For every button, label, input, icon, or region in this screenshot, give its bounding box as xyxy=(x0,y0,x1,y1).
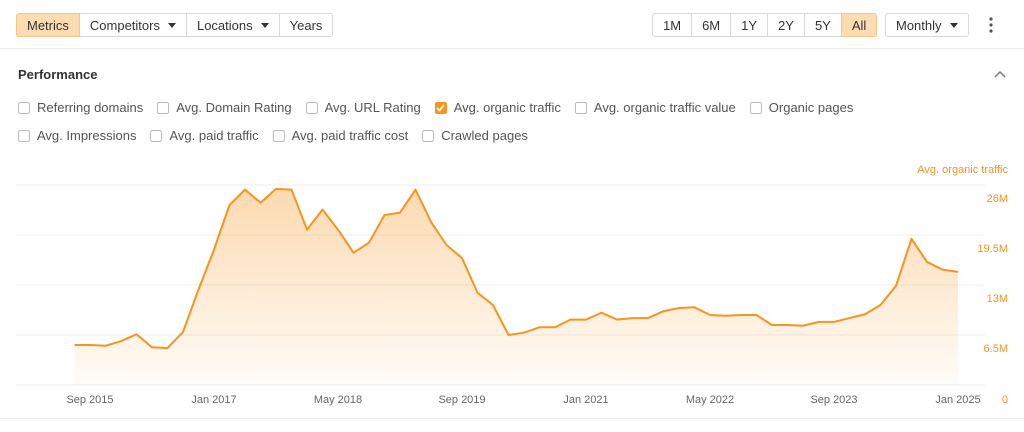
range-button[interactable]: 2Y xyxy=(767,13,805,37)
x-tick-label: Sep 2023 xyxy=(810,394,857,406)
checkbox xyxy=(18,101,30,114)
x-tick-label: Jan 2025 xyxy=(935,394,980,406)
metric-label: Avg. Impressions xyxy=(37,128,137,143)
line xyxy=(74,187,959,350)
metric-checkbox[interactable]: Referring domains xyxy=(18,100,143,115)
y-tick-label: 19.5M xyxy=(977,243,1008,255)
caret xyxy=(260,22,269,28)
metric-checkbox[interactable]: Organic pages xyxy=(749,100,854,115)
tab[interactable]: Years xyxy=(278,13,334,37)
x-tick-label: Jan 2017 xyxy=(191,394,236,406)
check-mark xyxy=(436,103,445,112)
more-menu[interactable] xyxy=(986,16,996,34)
checkbox xyxy=(422,129,435,142)
metric-checkbox[interactable]: Avg. organic traffic value xyxy=(574,100,736,115)
checkbox xyxy=(272,129,285,142)
metric-row: Avg. Impressions Avg. paid traffic Avg. pa… xyxy=(18,128,528,143)
x-tick-label: Sep 2019 xyxy=(438,394,485,406)
tab-label: Years xyxy=(289,17,323,33)
metric-label: Avg. paid traffic xyxy=(169,128,259,143)
checkbox xyxy=(574,101,587,114)
checkbox xyxy=(305,101,318,114)
metric-checkbox[interactable]: Avg. paid traffic cost xyxy=(272,128,409,143)
metric-checkbox[interactable]: Avg. URL Rating xyxy=(305,100,421,115)
chart: Avg. organic traffic 0 6.5M 13M 19.5M 26M Sep… xyxy=(16,164,1008,406)
area xyxy=(74,188,958,385)
y-tick-label: 26M xyxy=(987,193,1008,205)
checkbox xyxy=(157,101,170,114)
tab-label: Competitors xyxy=(89,17,160,33)
caret xyxy=(949,22,958,28)
y-tick-label: 13M xyxy=(987,293,1008,305)
interval-group: Monthly xyxy=(885,13,969,37)
checkbox xyxy=(150,129,163,142)
metric-label: Avg. Domain Rating xyxy=(176,100,292,115)
metric-label: Crawled pages xyxy=(441,128,528,143)
x-tick-label: May 2022 xyxy=(686,394,734,406)
checkbox xyxy=(18,129,30,142)
metric-row: Referring domains Avg. Domain Rating Avg. … xyxy=(18,100,853,115)
divider xyxy=(0,418,1024,419)
series-label: Avg. organic traffic xyxy=(917,164,1008,176)
range-button[interactable]: 1Y xyxy=(730,13,769,37)
metric-checkbox[interactable]: Avg. Impressions xyxy=(18,128,136,143)
section-title: Performance xyxy=(18,67,98,82)
metric-label: Avg. organic traffic value xyxy=(593,100,736,115)
collapse-toggle[interactable] xyxy=(994,70,1006,78)
checkbox xyxy=(749,101,762,114)
x-tick-label: Sep 2015 xyxy=(66,394,113,406)
tab-label: Metrics xyxy=(27,17,69,33)
tab[interactable]: Competitors xyxy=(78,13,187,37)
y-tick-label: 0 xyxy=(1002,394,1008,406)
range-button[interactable]: 5Y xyxy=(803,13,842,37)
metric-checkbox[interactable]: Avg. organic traffic xyxy=(434,100,561,115)
checkbox xyxy=(434,101,447,114)
metric-label: Referring domains xyxy=(37,100,144,115)
tab-label: Locations xyxy=(196,17,253,33)
range-button[interactable]: 6M xyxy=(691,13,732,37)
y-tick-label: 6.5M xyxy=(984,343,1008,355)
metric-label: Avg. paid traffic cost xyxy=(291,128,409,143)
tab[interactable]: Metrics xyxy=(16,13,80,37)
interval-label: Monthly xyxy=(896,17,942,33)
x-tick-label: Jan 2021 xyxy=(563,394,608,406)
metric-label: Avg. organic traffic xyxy=(453,100,561,115)
interval-dropdown[interactable]: Monthly xyxy=(885,13,969,37)
range-group: 1M 6M 1Y 2Y 5Y All xyxy=(652,13,878,37)
metric-label: Organic pages xyxy=(768,100,854,115)
caret xyxy=(167,22,176,28)
metric-checkbox[interactable]: Crawled pages xyxy=(422,128,528,143)
metric-checkbox[interactable]: Avg. paid traffic xyxy=(150,128,259,143)
metric-checkbox[interactable]: Avg. Domain Rating xyxy=(157,100,292,115)
divider xyxy=(0,48,1024,49)
x-tick-label: May 2018 xyxy=(314,394,362,406)
tab-group: Metrics Competitors Locations Years xyxy=(16,13,334,37)
metric-label: Avg. URL Rating xyxy=(324,100,421,115)
tab[interactable]: Locations xyxy=(185,13,280,37)
range-button[interactable]: 1M xyxy=(652,13,693,37)
range-button[interactable]: All xyxy=(840,13,878,37)
